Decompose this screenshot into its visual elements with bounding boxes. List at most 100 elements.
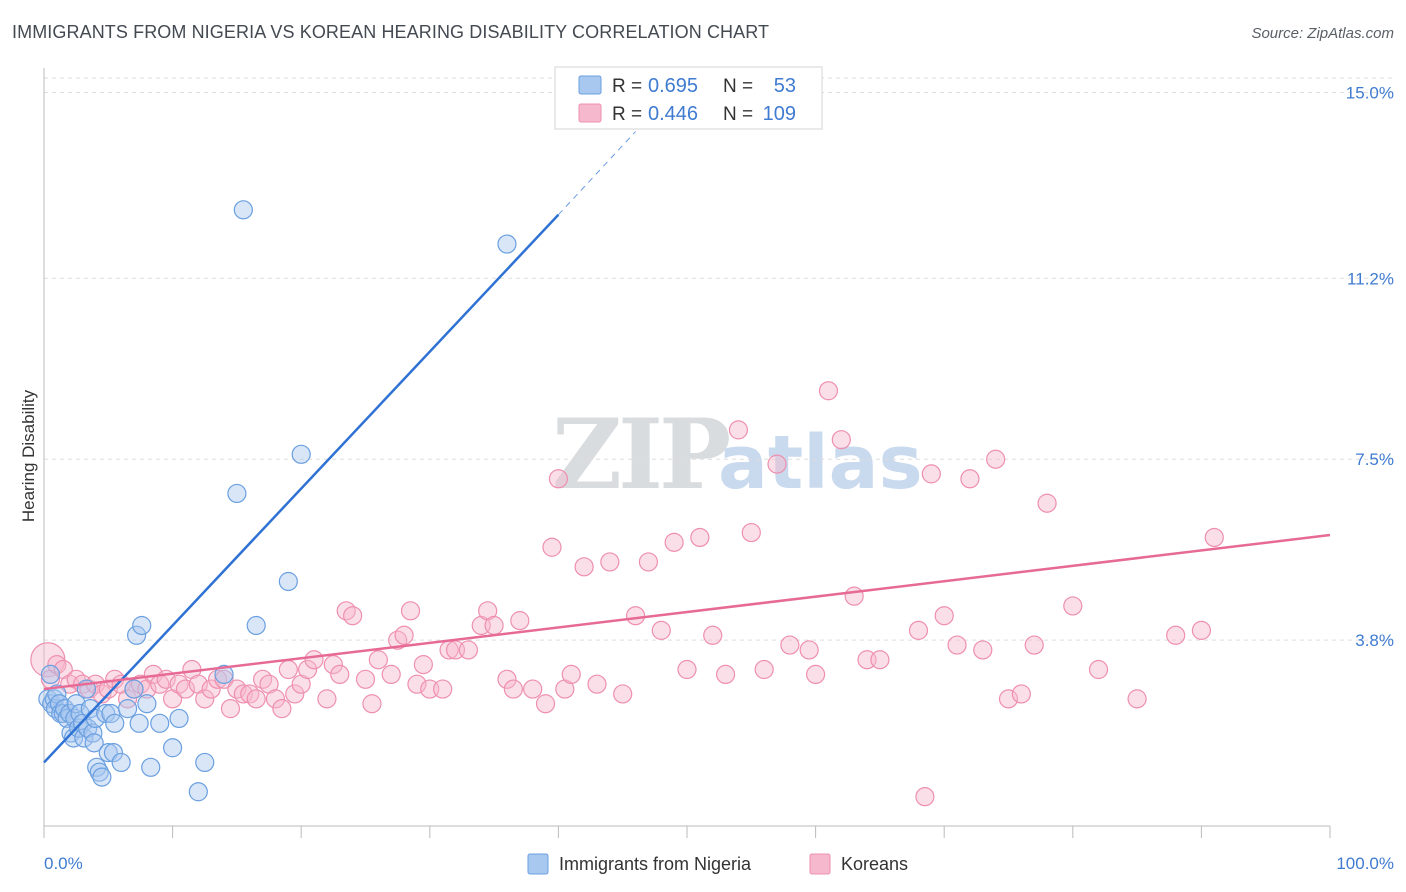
korean-point-55 (407, 674, 427, 694)
korean-point-50 (368, 650, 388, 670)
gridlines (44, 77, 1394, 641)
korean-point-58 (433, 679, 453, 699)
korean-point-51 (381, 664, 401, 685)
korean-point-85 (715, 664, 736, 685)
korean-point-82 (677, 659, 697, 680)
korean-point-107 (1011, 684, 1031, 704)
nigeria-point-52 (291, 444, 311, 464)
legend-n-value-korean: 109 (763, 103, 796, 125)
korean-point-70 (542, 537, 562, 557)
y-tick-label-2: 11.2% (1347, 269, 1394, 288)
korean-point-99 (915, 787, 935, 807)
nigeria-point-39 (132, 615, 152, 636)
x-tick-label-right: 100.0% (1336, 854, 1394, 873)
nigeria-point-36 (124, 679, 144, 699)
chart-title: IMMIGRANTS FROM NIGERIA VS KOREAN HEARIN… (12, 22, 769, 42)
y-tick-label-1: 7.5% (1355, 450, 1394, 469)
korean-point-113 (1166, 625, 1186, 645)
korean-point-95 (844, 586, 864, 606)
nigeria-point-45 (188, 782, 208, 802)
korean-point-65 (497, 669, 517, 689)
korean-point-33 (246, 689, 266, 709)
korean-point-43 (317, 689, 337, 709)
nigeria-point-34 (111, 752, 131, 773)
korean-point-76 (600, 552, 620, 572)
stats-legend: R = 0.695 N = 53 R = 0.446 N = 109 (554, 66, 823, 130)
nigeria-point-23 (83, 723, 103, 743)
korean-point-47 (343, 606, 363, 626)
korean-point-74 (574, 557, 594, 577)
nigeria-point-35 (117, 699, 138, 719)
korean-point-102 (947, 635, 967, 655)
nigeria-point-41 (141, 757, 161, 777)
korean-trend-line (43, 533, 1331, 691)
korean-point-41 (298, 659, 318, 680)
korean-point-104 (973, 640, 993, 660)
korean-point-56 (413, 655, 433, 675)
korean-point-83 (690, 527, 710, 548)
watermark-zip: ZIP (552, 398, 729, 511)
y-tick-labels: 3.8% 7.5% 11.2% 15.0% (1346, 83, 1394, 650)
nigeria-point-33 (105, 713, 125, 733)
korean-point-93 (818, 381, 839, 401)
korean-point-22 (175, 679, 196, 699)
legend-r-value-nigeria: 0.695 (648, 75, 698, 97)
korean-point-66 (503, 679, 523, 699)
nigeria-point-51 (278, 571, 298, 592)
korean-point-48 (355, 669, 376, 689)
legend-n-label-korean: N = (723, 104, 753, 125)
nigeria-point-43 (163, 738, 183, 758)
watermark-atlas: atlas (718, 420, 923, 506)
korean-point-101 (934, 606, 954, 626)
nigeria-point-22 (80, 699, 100, 719)
bottom-legend-label-korean: Koreans (841, 854, 908, 874)
korean-point-29 (220, 699, 241, 719)
korean-point-81 (664, 532, 684, 552)
korean-point-106 (998, 689, 1019, 709)
korean-point-61 (458, 640, 478, 660)
nigeria-point-13 (63, 728, 84, 748)
x-ticks (43, 826, 1331, 838)
korean-series (30, 381, 1224, 807)
korean-point-69 (535, 694, 556, 714)
nigeria-point-48 (227, 483, 247, 504)
korean-point-103 (960, 469, 980, 489)
korean-point-68 (523, 679, 543, 699)
legend-r-label-korean: R = (612, 104, 642, 125)
series-legend: Immigrants from Nigeria Koreans (527, 853, 908, 875)
korean-point-92 (805, 664, 826, 685)
watermark: ZIP atlas (552, 398, 923, 511)
bottom-legend-label-nigeria: Immigrants from Nigeria (559, 854, 752, 874)
korean-point-91 (799, 640, 819, 660)
korean-point-100 (921, 464, 941, 484)
nigeria-point-15 (66, 694, 86, 714)
nigeria-point-49 (233, 200, 253, 220)
y-tick-label-0: 3.8% (1355, 631, 1394, 650)
korean-point-71 (548, 469, 569, 489)
nigeria-point-42 (150, 713, 170, 733)
korean-point-31 (233, 684, 253, 704)
korean-point-54 (400, 601, 421, 621)
korean-point-37 (272, 699, 292, 719)
korean-point-73 (561, 664, 581, 685)
nigeria-point-37 (126, 625, 147, 645)
korean-point-98 (908, 620, 929, 640)
korean-point-10 (98, 679, 118, 699)
nigeria-point-47 (214, 664, 234, 685)
nigeria-point-1 (40, 664, 61, 685)
korean-point-89 (767, 454, 787, 474)
korean-point-53 (394, 625, 414, 645)
legend-r-label-nigeria: R = (612, 76, 642, 97)
legend-n-label-nigeria: N = (723, 76, 753, 97)
korean-point-108 (1024, 635, 1044, 655)
nigeria-point-46 (195, 752, 215, 773)
korean-point-49 (362, 694, 382, 714)
y-tick-label-3: 15.0% (1346, 83, 1394, 102)
korean-point-80 (651, 620, 671, 640)
korean-point-112 (1127, 689, 1147, 709)
korean-point-111 (1088, 659, 1109, 680)
x-tick-label-left: 0.0% (44, 854, 83, 873)
korean-point-38 (278, 659, 298, 680)
nigeria-point-44 (169, 708, 189, 729)
